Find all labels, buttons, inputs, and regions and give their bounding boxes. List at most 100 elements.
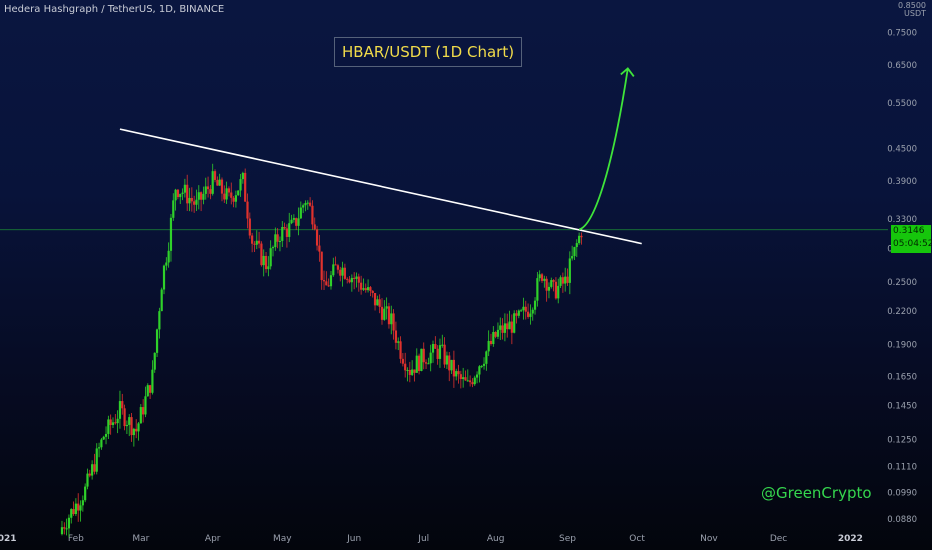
time-tick-label: Sep (559, 534, 576, 544)
time-tick-label: Feb (68, 534, 84, 544)
candle-body (125, 424, 129, 427)
candle-body (121, 401, 124, 409)
candle-body (220, 179, 224, 194)
chart-title-annotation: HBAR/USDT (1D Chart) (334, 37, 523, 67)
candle-body (128, 417, 131, 425)
candle-body (350, 277, 353, 283)
candle-body (334, 264, 337, 266)
candle-body (318, 245, 321, 252)
candle-body (97, 447, 101, 449)
candle-body (227, 188, 231, 193)
candle-body (183, 184, 186, 193)
candle-body (471, 382, 474, 385)
candle-body (417, 355, 421, 371)
candle-body (311, 205, 314, 225)
candle-body (223, 193, 226, 200)
candle-body (67, 517, 71, 529)
candle-body (540, 274, 544, 281)
candle-body (151, 369, 154, 393)
candle-body (478, 366, 481, 375)
candle-body (561, 277, 564, 284)
axis-top-value: 0.8500 (898, 1, 926, 10)
time-tick-label: Apr (205, 534, 221, 544)
candle-body (362, 288, 365, 290)
candle-body (515, 313, 518, 316)
candle-body (188, 197, 191, 204)
candle-body (371, 290, 374, 294)
candle-body (494, 332, 497, 337)
price-tick-label: 0.1110 (887, 462, 917, 472)
candle-body (257, 240, 261, 244)
candle-body (193, 201, 196, 205)
candle-body (309, 202, 312, 206)
candle-body (436, 348, 439, 359)
candle-body (271, 247, 275, 249)
candle-body (404, 363, 407, 371)
candle-body (322, 280, 326, 282)
candle-body (469, 380, 472, 383)
candle-body (427, 363, 430, 365)
candle-body (95, 448, 98, 472)
candle-body (327, 285, 330, 287)
time-tick-label: 2021 (0, 534, 17, 544)
candle-body (513, 313, 516, 333)
candle-body (169, 217, 173, 251)
candle-body (455, 371, 458, 377)
candle-body (292, 218, 295, 220)
candle-body (197, 192, 200, 200)
candle-body (118, 401, 122, 419)
price-axis[interactable]: 0.75000.65000.55000.45000.39000.33000.29… (887, 28, 917, 525)
candle-body (72, 509, 75, 515)
candle-body (274, 234, 277, 248)
candle-body (288, 223, 291, 237)
candle-body (304, 203, 307, 206)
candle-body (431, 344, 435, 353)
candle-body (450, 359, 453, 371)
candle-body (86, 473, 89, 487)
candle-body (445, 355, 449, 365)
candle-body (213, 171, 217, 180)
candle-body (114, 422, 117, 424)
candle-body (93, 464, 96, 472)
candle-body (517, 310, 520, 316)
candle-body (155, 329, 159, 353)
price-tick-label: 0.1250 (887, 435, 917, 445)
candle-body (232, 197, 235, 202)
candle-body (392, 313, 395, 331)
candle-body (104, 433, 108, 437)
candle-body (167, 250, 170, 263)
candle-body (65, 528, 68, 530)
candle-body (475, 374, 479, 378)
candle-body (299, 207, 302, 219)
candle-body (251, 235, 254, 244)
candle-body (139, 407, 142, 424)
candle-body (464, 377, 467, 381)
candle-body (390, 313, 393, 325)
time-axis[interactable]: 2021 Feb Mar Apr May Jun Jul Aug Sep Oct Nov Dec 202… (0, 534, 863, 544)
candle-body (239, 179, 242, 191)
candle-body (264, 255, 268, 270)
candle-body (81, 500, 84, 506)
price-tick-label: 0.1650 (887, 372, 917, 382)
candle-body (116, 418, 119, 424)
candle-body (554, 281, 558, 299)
symbol-title[interactable]: Hedera Hashgraph / TetherUS, 1D, BINANCE (4, 4, 225, 15)
candle-body (547, 286, 551, 291)
candle-body (420, 348, 423, 371)
candle-body (364, 288, 367, 291)
candle-body (234, 195, 237, 202)
axis-unit: 0.8500 USDT (898, 2, 926, 18)
candle-body (313, 224, 316, 230)
candlestick-series (60, 163, 583, 538)
candle-body (111, 422, 115, 426)
candle-body (355, 276, 358, 279)
candle-body (552, 280, 555, 282)
candle-body (487, 340, 490, 352)
candle-body (315, 229, 319, 246)
candle-body (202, 193, 205, 200)
last-price-tag: 0.3146 05:04:52 (891, 225, 932, 253)
price-tick-label: 0.0880 (887, 515, 917, 525)
candle-body (267, 266, 270, 270)
